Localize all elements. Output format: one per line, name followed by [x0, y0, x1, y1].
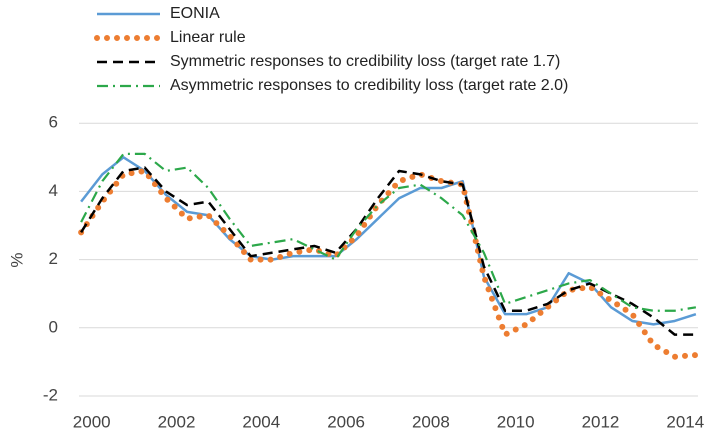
x-tick-label: 2010	[497, 412, 535, 431]
series-line	[80, 156, 697, 326]
x-tick-label: 2012	[582, 412, 620, 431]
series-line	[80, 166, 696, 336]
x-tick-label: 2014	[666, 412, 704, 431]
y-tick-label: 4	[49, 181, 58, 200]
x-tick-label: 2006	[327, 412, 365, 431]
legend-label: Asymmetric responses to credibility loss…	[170, 77, 568, 94]
y-tick-label: 6	[49, 113, 58, 132]
x-tick-label: 2002	[158, 412, 196, 431]
legend-label: EONIA	[170, 5, 220, 22]
y-tick-label: 2	[49, 249, 58, 268]
legend-label: Linear rule	[170, 29, 246, 46]
series-line	[80, 152, 697, 312]
legend-label: Symmetric responses to credibility loss …	[170, 53, 560, 70]
x-tick-label: 2008	[412, 412, 450, 431]
x-tick-label: 2000	[73, 412, 111, 431]
y-axis-label: %	[7, 252, 26, 267]
series-line	[78, 167, 699, 360]
x-tick-label: 2004	[242, 412, 280, 431]
y-tick-label: 0	[49, 317, 58, 336]
y-tick-label: -2	[43, 385, 58, 404]
